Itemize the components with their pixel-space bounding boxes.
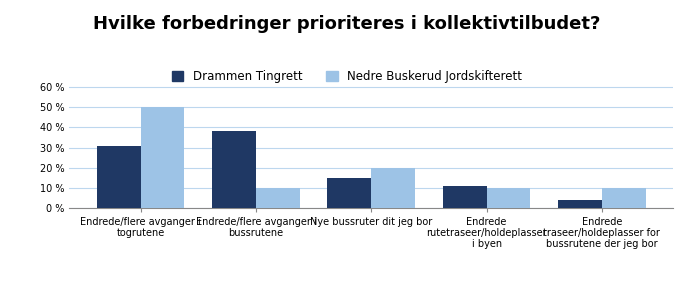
Bar <box>97 146 141 208</box>
Bar <box>602 188 645 208</box>
Bar <box>558 200 602 208</box>
Text: Hvilke forbedringer prioriteres i kollektivtilbudet?: Hvilke forbedringer prioriteres i kollek… <box>93 15 601 33</box>
Bar <box>212 132 256 208</box>
Bar <box>371 168 415 208</box>
Bar <box>443 186 486 208</box>
Bar <box>486 188 530 208</box>
Legend: Drammen Tingrett, Nedre Buskerud Jordskifterett: Drammen Tingrett, Nedre Buskerud Jordski… <box>167 65 527 88</box>
Bar <box>256 188 300 208</box>
Bar <box>328 178 371 208</box>
Bar <box>141 107 185 208</box>
